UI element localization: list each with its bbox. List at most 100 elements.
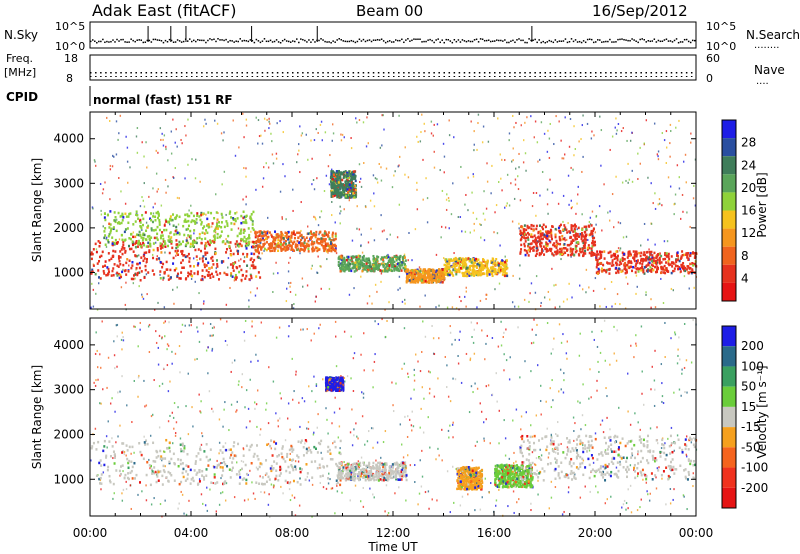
data-cell [242, 231, 245, 235]
data-cell [549, 230, 552, 234]
data-cell [323, 190, 326, 193]
data-cell [154, 219, 157, 222]
data-cell [275, 157, 278, 160]
data-cell [590, 137, 593, 140]
data-cell [579, 232, 582, 236]
colorbar-tick-label: 28 [741, 136, 756, 150]
data-cell [265, 248, 268, 252]
freq-point [428, 72, 430, 74]
data-cell [214, 247, 217, 251]
data-cell [284, 231, 287, 234]
data-cell [654, 207, 657, 210]
freq-right-tick-bottom: 0 [706, 72, 713, 85]
data-cell [564, 116, 566, 119]
data-cell [271, 153, 274, 156]
data-cell [201, 274, 204, 278]
data-cell [657, 155, 659, 158]
data-cell [283, 245, 286, 249]
data-cell [670, 287, 673, 290]
data-cell [544, 225, 547, 229]
data-cell [350, 183, 353, 186]
data-cell [596, 259, 599, 262]
data-cell [121, 214, 124, 217]
data-cell [557, 202, 560, 205]
nave-point [362, 76, 365, 77]
data-cell [415, 276, 418, 280]
data-cell [650, 270, 653, 273]
sky-point [186, 40, 189, 42]
data-cell [94, 272, 97, 276]
data-cell [483, 272, 486, 276]
data-cell [264, 129, 266, 132]
data-cell [497, 270, 500, 274]
data-cell [234, 273, 237, 277]
data-cell [350, 190, 353, 194]
data-cell [264, 237, 267, 241]
sky-point [588, 38, 591, 40]
data-cell [555, 239, 558, 243]
data-cell [524, 152, 527, 155]
data-cell [92, 288, 95, 291]
data-cell [91, 270, 94, 273]
data-cell [201, 260, 204, 263]
data-cell [606, 261, 609, 264]
data-cell [187, 224, 190, 228]
data-cell [245, 118, 248, 121]
data-cell [523, 242, 526, 246]
data-cell [661, 204, 663, 207]
data-cell [448, 258, 451, 261]
sky-point [409, 40, 411, 42]
sky-point [304, 39, 306, 42]
data-cell [193, 272, 196, 275]
data-cell [556, 249, 559, 252]
data-cell [225, 213, 227, 216]
data-cell [391, 262, 394, 266]
data-cell [150, 228, 153, 232]
data-cell [358, 263, 361, 266]
data-cell [92, 305, 95, 308]
data-cell [126, 258, 129, 261]
sky-point [255, 38, 258, 41]
data-cell [207, 242, 210, 245]
data-cell [617, 267, 620, 270]
sky-point [340, 39, 342, 41]
data-cell [240, 244, 243, 248]
data-cell [134, 235, 137, 239]
data-cell [216, 262, 219, 266]
data-cell [301, 242, 304, 245]
data-cell [290, 236, 293, 239]
data-cell [314, 233, 317, 237]
nave-point [271, 76, 274, 77]
data-cell [611, 261, 614, 264]
data-cell [365, 260, 368, 263]
data-cell [442, 272, 445, 276]
data-cell [354, 261, 357, 264]
data-cell [540, 304, 542, 307]
data-cell [250, 264, 253, 267]
data-cell [147, 241, 150, 245]
data-cell [555, 243, 558, 247]
data-cell [499, 262, 502, 266]
data-cell [689, 270, 692, 274]
data-cell [333, 187, 336, 191]
data-cell [466, 274, 469, 278]
data-cell [226, 273, 229, 277]
data-cell [447, 273, 450, 276]
sky-point [384, 41, 387, 44]
data-cell [527, 238, 530, 241]
data-cell [110, 274, 113, 277]
data-cell [535, 244, 538, 248]
data-cell [352, 194, 355, 198]
data-cell [132, 277, 135, 281]
data-cell [345, 173, 348, 176]
nave-point [256, 76, 259, 77]
data-cell [97, 240, 100, 243]
sky-left-tick-top: 10^5 [55, 20, 85, 33]
data-cell [156, 225, 159, 229]
data-cell [469, 231, 472, 234]
sky-point [253, 41, 256, 44]
nave-point [488, 76, 491, 77]
data-cell [252, 240, 255, 244]
freq-point [625, 72, 627, 74]
data-cell [585, 228, 588, 231]
